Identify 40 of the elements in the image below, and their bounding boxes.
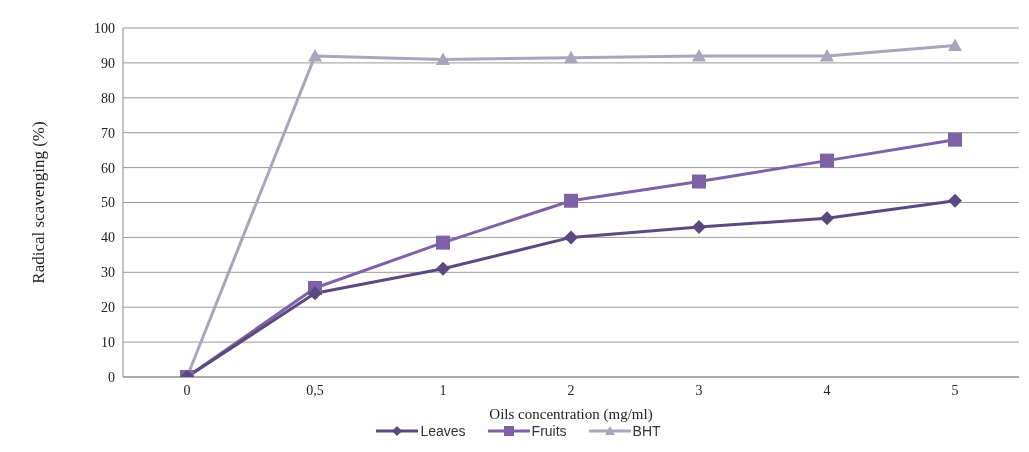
- x-tick-label: 0,5: [306, 382, 324, 398]
- y-tick-label: 20: [101, 300, 115, 316]
- point: [692, 48, 706, 62]
- y-tick-label: 90: [101, 55, 115, 71]
- point: [820, 153, 834, 168]
- legend-label: BHT: [631, 423, 661, 439]
- y-tick-label: 50: [101, 195, 115, 211]
- point: [308, 48, 322, 62]
- point: [308, 286, 322, 301]
- y-tick-label: 10: [101, 335, 115, 351]
- x-tick-label: 0: [183, 382, 191, 398]
- y-tick-label: 40: [101, 230, 115, 246]
- point: [436, 261, 450, 276]
- x-tick-label: 4: [823, 382, 831, 398]
- legend-label: Fruits: [530, 423, 567, 439]
- x-tick-label: 3: [695, 382, 703, 398]
- y-tick-label: 100: [94, 20, 115, 36]
- x-tick-label: 2: [567, 382, 575, 398]
- point: [564, 230, 578, 245]
- y-tick-label: 30: [101, 265, 115, 281]
- point: [436, 52, 450, 66]
- point: [436, 235, 450, 250]
- y-tick-label: 60: [101, 160, 115, 176]
- x-axis-title: Oils concentration (mg/ml): [489, 406, 653, 423]
- y-tick-label: 0: [108, 369, 115, 385]
- y-tick-label: 80: [101, 90, 115, 106]
- point: [564, 193, 578, 208]
- point: [820, 48, 834, 62]
- point: [564, 50, 578, 64]
- point: [692, 174, 706, 189]
- point: [692, 219, 706, 234]
- point: [820, 211, 834, 226]
- point: [948, 38, 962, 52]
- point: [948, 132, 962, 147]
- legend-label: Leaves: [419, 423, 466, 439]
- y-tick-label: 70: [101, 125, 115, 141]
- x-tick-label: 5: [951, 382, 959, 398]
- y-axis-title: Radical scavenging (%): [29, 121, 49, 284]
- point: [948, 193, 962, 208]
- x-tick-label: 1: [439, 382, 447, 398]
